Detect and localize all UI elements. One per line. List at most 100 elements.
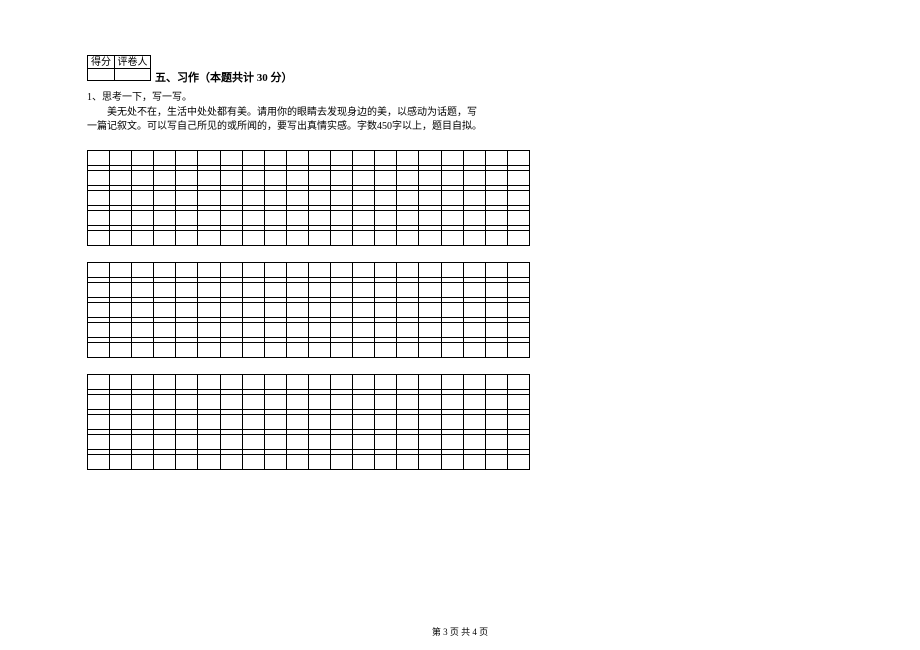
writing-cell xyxy=(308,375,330,390)
writing-cell xyxy=(110,455,132,470)
writing-cell xyxy=(88,435,110,450)
writing-cell xyxy=(154,343,176,358)
writing-cell xyxy=(485,211,507,226)
writing-cell xyxy=(242,395,264,410)
writing-cell xyxy=(88,395,110,410)
writing-row xyxy=(88,303,530,318)
writing-cell xyxy=(198,415,220,430)
writing-cell xyxy=(507,375,529,390)
writing-cell xyxy=(242,171,264,186)
writing-row xyxy=(88,375,530,390)
writing-cell xyxy=(463,303,485,318)
writing-cell xyxy=(419,151,441,166)
writing-cell xyxy=(176,191,198,206)
writing-grid-block xyxy=(87,150,530,246)
writing-cell xyxy=(419,303,441,318)
writing-cell xyxy=(110,211,132,226)
page-footer: 第 3 页 共 4 页 xyxy=(0,625,920,638)
writing-cell xyxy=(419,283,441,298)
writing-cell xyxy=(485,415,507,430)
grader-header-label: 评卷人 xyxy=(115,55,151,69)
writing-cell xyxy=(198,191,220,206)
writing-cell xyxy=(220,323,242,338)
writing-cell xyxy=(132,263,154,278)
writing-cell xyxy=(353,343,375,358)
writing-cell xyxy=(176,263,198,278)
writing-row xyxy=(88,455,530,470)
score-column: 得分 xyxy=(87,55,115,81)
writing-cell xyxy=(220,263,242,278)
writing-cell xyxy=(353,395,375,410)
writing-cell xyxy=(286,151,308,166)
writing-cell xyxy=(331,191,353,206)
writing-cell xyxy=(397,343,419,358)
writing-cell xyxy=(88,343,110,358)
writing-cell xyxy=(110,283,132,298)
writing-cell xyxy=(507,323,529,338)
writing-cell xyxy=(132,323,154,338)
writing-cell xyxy=(419,435,441,450)
writing-cell xyxy=(485,303,507,318)
writing-cell xyxy=(220,415,242,430)
writing-cell xyxy=(132,303,154,318)
writing-cell xyxy=(507,415,529,430)
writing-row xyxy=(88,171,530,186)
writing-cell xyxy=(286,263,308,278)
writing-row xyxy=(88,191,530,206)
writing-cell xyxy=(308,343,330,358)
writing-cell xyxy=(485,191,507,206)
writing-cell xyxy=(220,435,242,450)
writing-cell xyxy=(308,395,330,410)
writing-cell xyxy=(132,375,154,390)
writing-cell xyxy=(242,263,264,278)
writing-cell xyxy=(507,343,529,358)
writing-cell xyxy=(176,211,198,226)
writing-cell xyxy=(110,191,132,206)
writing-cell xyxy=(154,303,176,318)
writing-cell xyxy=(264,171,286,186)
writing-cell xyxy=(220,455,242,470)
writing-cell xyxy=(441,171,463,186)
writing-cell xyxy=(463,191,485,206)
writing-cell xyxy=(198,435,220,450)
writing-cell xyxy=(441,343,463,358)
writing-cell xyxy=(198,455,220,470)
writing-cell xyxy=(419,455,441,470)
writing-cell xyxy=(308,435,330,450)
writing-row xyxy=(88,211,530,226)
score-header-label: 得分 xyxy=(87,55,115,69)
writing-cell xyxy=(198,211,220,226)
writing-cell xyxy=(132,395,154,410)
writing-cell xyxy=(198,343,220,358)
writing-cell xyxy=(176,283,198,298)
writing-cell xyxy=(507,211,529,226)
writing-cell xyxy=(286,283,308,298)
exam-page: 得分 评卷人 五、习作（本题共计 30 分） 1、思考一下，写一写。 美无处不在… xyxy=(87,55,535,470)
writing-cell xyxy=(264,263,286,278)
writing-cell xyxy=(375,395,397,410)
writing-cell xyxy=(397,303,419,318)
writing-cell xyxy=(485,151,507,166)
writing-cell xyxy=(507,435,529,450)
writing-cell xyxy=(463,435,485,450)
writing-cell xyxy=(154,191,176,206)
writing-cell xyxy=(110,343,132,358)
writing-cell xyxy=(132,191,154,206)
writing-cell xyxy=(375,343,397,358)
writing-cell xyxy=(375,435,397,450)
writing-cell xyxy=(308,303,330,318)
writing-cell xyxy=(441,323,463,338)
writing-cell xyxy=(463,283,485,298)
writing-cell xyxy=(110,151,132,166)
writing-cell xyxy=(220,283,242,298)
writing-cell xyxy=(308,283,330,298)
writing-cell xyxy=(463,263,485,278)
writing-cell xyxy=(286,211,308,226)
writing-row xyxy=(88,415,530,430)
writing-cell xyxy=(353,211,375,226)
writing-cell xyxy=(110,231,132,246)
writing-cell xyxy=(242,211,264,226)
writing-cell xyxy=(353,435,375,450)
writing-cell xyxy=(198,151,220,166)
writing-cell xyxy=(198,323,220,338)
